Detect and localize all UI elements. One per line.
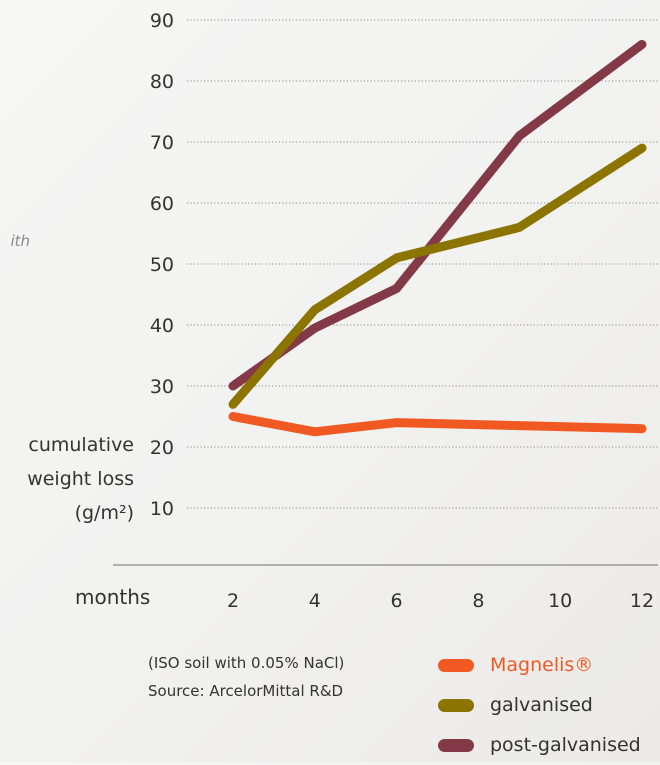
grid-layer [187, 19, 658, 509]
partial-background-text: ith [10, 232, 30, 250]
y-tick-label: 20 [150, 437, 174, 459]
series-lines [228, 39, 647, 437]
legend-item-magnelis: Magnelis® [438, 645, 641, 685]
legend-swatch-galvanised [438, 698, 474, 712]
legend-label-galvanised: galvanised [490, 694, 593, 716]
y-axis-label-line-2: weight loss [27, 468, 134, 490]
y-tick-label: 90 [150, 10, 174, 32]
series-line-magnelis [228, 412, 647, 437]
x-tick-label: 2 [227, 590, 239, 612]
legend-label-post-galvanised: post-galvanised [490, 734, 641, 756]
legend-item-post-galvanised: post-galvanised [438, 725, 641, 765]
source-note: (ISO soil with 0.05% NaCl) Source: Arcel… [148, 649, 344, 705]
y-tick-labels: 10 20 30 40 50 60 70 80 90 [150, 10, 174, 520]
x-tick-label: 6 [391, 590, 403, 612]
y-axis-label: cumulative weight loss (g/m²) [27, 428, 134, 530]
x-tick-label: 10 [548, 590, 572, 612]
legend: Magnelis® galvanised post-galvanised [438, 645, 641, 765]
legend-swatch-magnelis [438, 658, 474, 672]
x-tick-label: 12 [630, 590, 654, 612]
y-tick-label: 40 [150, 315, 174, 337]
y-tick-label: 60 [150, 193, 174, 215]
y-tick-label: 50 [150, 254, 174, 276]
y-tick-label: 10 [150, 498, 174, 520]
x-tick-label: 8 [472, 590, 484, 612]
legend-item-galvanised: galvanised [438, 685, 641, 725]
x-tick-labels: 2 4 6 8 10 12 [227, 590, 654, 612]
series-line-galvanised [228, 143, 647, 409]
x-axis-label: months [75, 585, 151, 609]
y-axis-label-line-1: cumulative [28, 434, 134, 456]
y-tick-label: 30 [150, 376, 174, 398]
legend-swatch-post-galvanised [438, 738, 474, 752]
note-line-2: Source: ArcelorMittal R&D [148, 682, 344, 700]
x-tick-label: 4 [309, 590, 321, 612]
y-axis-label-line-3: (g/m²) [74, 502, 134, 524]
y-tick-label: 80 [150, 71, 174, 93]
legend-label-magnelis: Magnelis® [490, 654, 594, 676]
note-line-1: (ISO soil with 0.05% NaCl) [148, 654, 345, 672]
y-tick-label: 70 [150, 132, 174, 154]
